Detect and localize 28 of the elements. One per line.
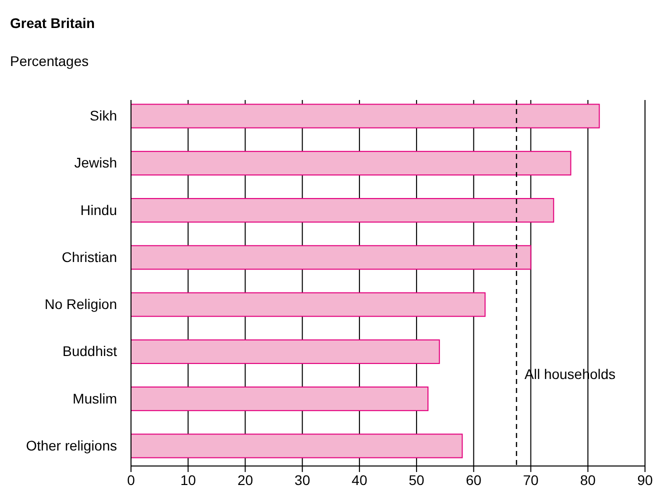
chart-subtitle: Percentages [10,53,89,69]
y-tick-label: Muslim [72,390,117,406]
x-tick-label: 60 [466,472,482,488]
y-tick-label: Christian [62,248,117,265]
x-tick-label: 10 [180,472,196,488]
chart-title: Great Britain [10,15,95,31]
bar [130,386,428,412]
bar [130,245,532,270]
x-tick-label: 40 [352,472,368,488]
bar [130,150,572,176]
x-tick-label: 20 [237,472,254,488]
x-tick-label: 90 [637,472,653,488]
y-tick-label: Hindu [80,202,117,218]
x-tick-label: 30 [294,472,310,488]
y-tick-label: No Religion [44,296,117,312]
x-tick-label: 0 [127,472,136,488]
bar [130,198,554,223]
bar [130,292,486,317]
x-tick-label: 70 [522,472,539,488]
y-tick-label: Buddhist [62,343,118,360]
y-tick-label: Jewish [74,154,117,171]
y-tick-label: Sikh [90,108,117,124]
y-tick-label: Other religions [26,437,117,454]
x-tick-label: 80 [580,472,596,488]
bar [130,104,600,128]
bar [130,434,463,458]
x-tick-label: 50 [408,472,425,488]
bar [130,339,440,364]
